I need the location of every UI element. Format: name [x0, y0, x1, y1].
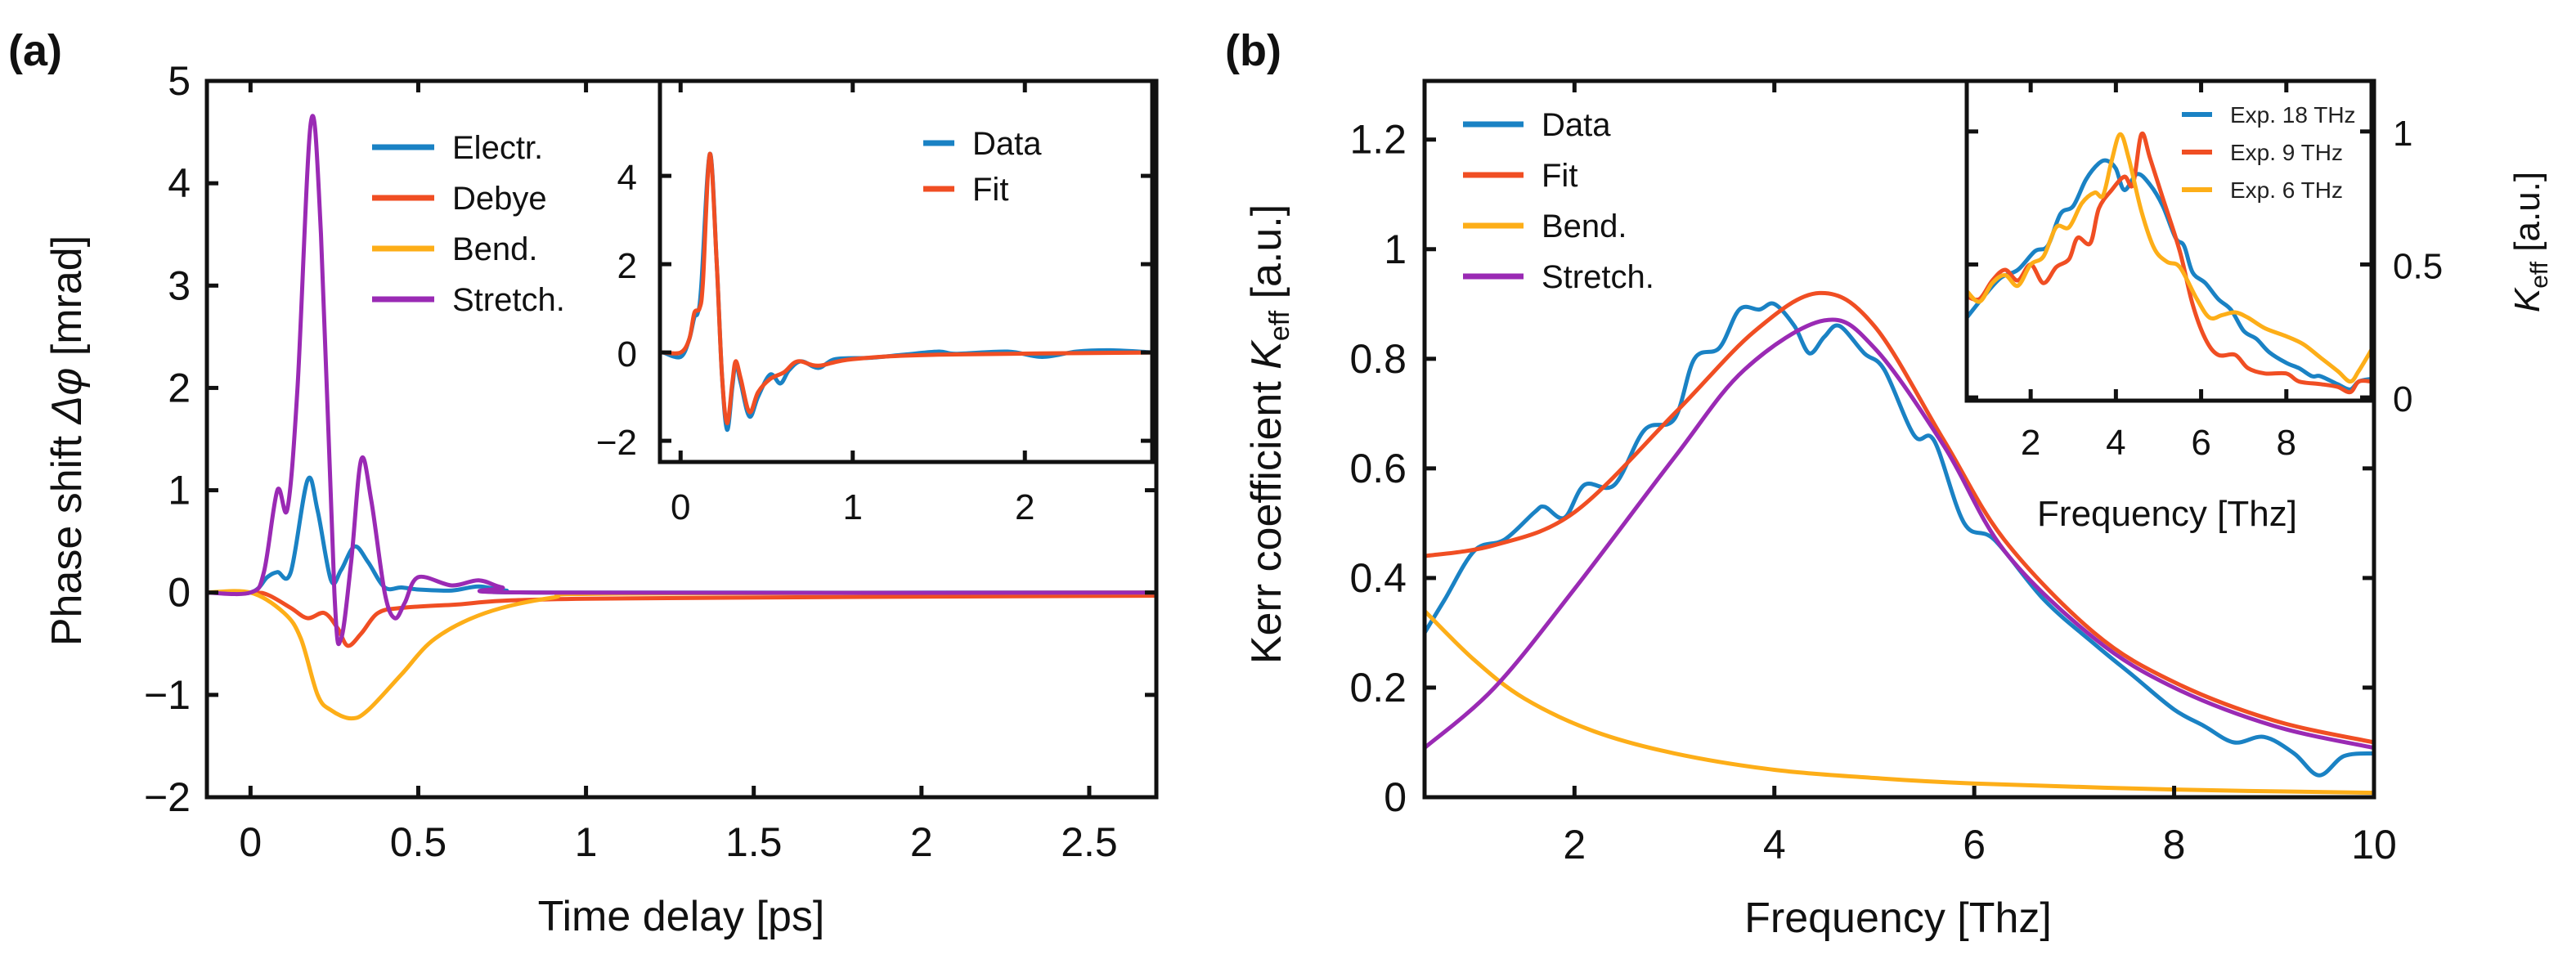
a-inset-x-tick-label: 2 [1015, 487, 1034, 527]
b-inset-x-tick-label: 4 [2106, 423, 2125, 463]
b-inset-y-tick-label: 1 [2393, 114, 2412, 154]
b-inset-frame [1964, 78, 2374, 403]
b-main-series-fit [1425, 290, 2374, 745]
b-inset-y-tick-label: 0 [2393, 379, 2412, 419]
a-main-legend-entry: Stretch. [372, 282, 565, 318]
b-inset-plot-background [1967, 81, 2372, 401]
a-main-x-tick-label: 0 [239, 819, 262, 865]
panel-label-a: (a) [8, 26, 62, 75]
b-main-legend-entry: Fit [1463, 158, 1577, 194]
b-main-x-tick-label: 2 [1563, 822, 1586, 868]
b-inset-legend-label: Exp. 6 THz [2230, 177, 2343, 203]
a-main-legend-label: Electr. [452, 130, 543, 166]
a-main-y-tick-label: 1 [168, 468, 191, 513]
a-main-legend-label: Bend. [452, 231, 538, 267]
a-main-x-tick-label: 0.5 [390, 819, 447, 865]
a-inset-y-tick-label: 4 [617, 158, 637, 198]
a-inset-legend-label: Data [972, 126, 1042, 162]
a-x-axis-label: Time delay [ps] [538, 893, 825, 940]
a-inset-series-fit [661, 151, 1152, 426]
b-main-legend-entry: Bend. [1463, 208, 1627, 244]
b-main-y-tick-label: 1.2 [1349, 117, 1407, 163]
a-main-y-tick-label: −1 [144, 672, 191, 718]
b-y-axis-label: Kerr coefficient Keff [a.u.] [1243, 204, 1295, 664]
b-main-series-stretch [1425, 317, 2374, 751]
b-main-y-tick-label: 0.8 [1349, 336, 1407, 382]
a-main-x-tick-label: 2 [910, 819, 933, 865]
b-inset-x-axis-label: Frequency [Thz] [2037, 494, 2297, 534]
b-inset-legend-entry: Exp. 18 THz [2182, 102, 2356, 128]
a-inset-series-group [661, 151, 1152, 433]
a-main-legend-entry: Bend. [372, 231, 538, 267]
panel-label-b: (b) [1225, 26, 1281, 75]
a-main-series-group [207, 114, 1156, 721]
a-inset-axes: 0 1 2 −2 0 2 4 Data Fit [596, 78, 1155, 527]
a-inset-y-tick-label: −2 [596, 423, 637, 463]
b-main-y-tick-label: 0 [1384, 774, 1407, 820]
b-main-y-tick-label: 0.2 [1349, 665, 1407, 711]
b-main-y-tick-label: 0.6 [1349, 446, 1407, 491]
a-main-y-tick-label: −2 [144, 774, 191, 820]
b-main-x-tick-label: 6 [1963, 822, 1986, 868]
b-main-legend-label: Data [1542, 107, 1611, 143]
a-inset-frame [657, 78, 1155, 464]
b-main-y-tick-label: 1 [1384, 226, 1407, 272]
b-main-y-tick-label: 0.4 [1349, 555, 1407, 601]
b-main-legend-entry: Data [1463, 107, 1611, 143]
a-main-y-tick-label: 3 [168, 262, 191, 308]
b-inset-axes: 2 4 6 8 0 0.5 1 Exp. 18 THz Exp. 9 THz Exp. 6 THz [1964, 78, 2443, 463]
a-main-legend-label: Debye [452, 181, 547, 217]
a-main-series-debye [207, 590, 1156, 648]
b-main-legend-label: Fit [1542, 158, 1577, 194]
a-inset-legend-label: Fit [972, 172, 1008, 208]
a-main-legend-label: Stretch. [452, 282, 565, 318]
a-inset-y-tick-label: 2 [617, 246, 637, 286]
b-main-series-group [1425, 290, 2374, 796]
b-main-x-tick-label: 8 [2163, 822, 2186, 868]
b-main-legend-label: Bend. [1542, 208, 1627, 244]
b-inset-legend-label: Exp. 9 THz [2230, 140, 2343, 165]
a-inset-legend-entry: Data [923, 126, 1042, 162]
b-x-axis-label: Frequency [Thz] [1744, 895, 2052, 942]
b-inset-series-exp-6-thz [1967, 132, 2372, 384]
b-inset-x-tick-label: 8 [2277, 423, 2296, 463]
b-main-legend-label: Stretch. [1542, 259, 1654, 295]
a-inset-x-tick-label: 1 [843, 487, 863, 527]
b-main-series-bend [1425, 608, 2374, 796]
a-main-x-tick-label: 1.5 [725, 819, 783, 865]
b-inset-series-group [1967, 131, 2372, 395]
b-main-x-tick-label: 4 [1763, 822, 1786, 868]
b-main-frame [1422, 78, 2376, 800]
a-inset-y-tick-label: 0 [617, 334, 637, 374]
a-main-y-tick-label: 0 [168, 570, 191, 616]
a-main-x-tick-label: 1 [575, 819, 598, 865]
a-y-axis-label: Phase shift Δφ [mrad] [43, 235, 91, 646]
a-main-y-tick-label: 5 [168, 58, 191, 104]
a-main-legend-entry: Debye [372, 181, 547, 217]
a-main-x-tick-label: 2.5 [1061, 819, 1118, 865]
b-inset-legend-entry: Exp. 6 THz [2182, 177, 2343, 203]
a-main-legend-entry: Electr. [372, 130, 543, 166]
b-main-legend-entry: Stretch. [1463, 259, 1654, 295]
a-inset-x-tick-label: 0 [671, 487, 690, 527]
b-inset-legend-label: Exp. 18 THz [2230, 102, 2356, 128]
b-inset-x-tick-label: 6 [2191, 423, 2210, 463]
b-inset-legend-entry: Exp. 9 THz [2182, 140, 2343, 165]
b-main-x-tick-label: 10 [2351, 822, 2397, 868]
b-inset-y-axis-label: Keff [a.u.] [2507, 172, 2553, 312]
a-main-series-stretch [207, 114, 1156, 647]
a-main-y-tick-label: 2 [168, 365, 191, 410]
b-inset-y-tick-label: 0.5 [2393, 246, 2443, 286]
a-inset-plot-background [660, 81, 1152, 462]
b-inset-x-tick-label: 2 [2021, 423, 2040, 463]
a-inset-legend-entry: Fit [923, 172, 1008, 208]
a-main-y-tick-label: 4 [168, 160, 191, 206]
